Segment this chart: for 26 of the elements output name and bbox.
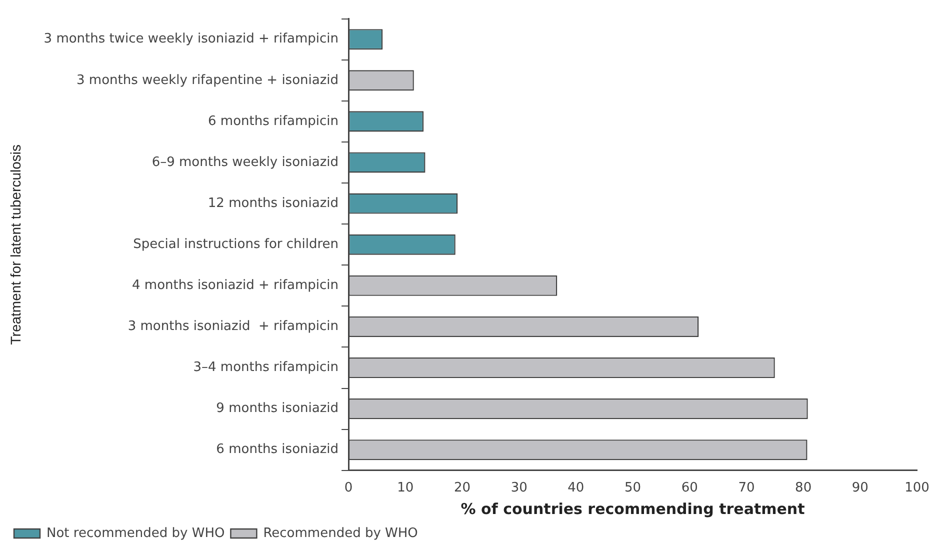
y-tick-label: 12 months isoniazid	[208, 196, 339, 211]
x-tick-label: 40	[568, 480, 584, 496]
x-tick-label: 100	[904, 480, 930, 496]
x-tick-label: 10	[397, 480, 414, 496]
x-tick-label: 50	[624, 480, 642, 496]
y-tick-label: 6 months isoniazid	[216, 442, 339, 458]
x-tick-label: 30	[510, 480, 528, 496]
x-axis-title: % of countries recommending treatment	[460, 500, 805, 518]
x-tick-label: 80	[795, 480, 812, 496]
x-tick-label: 90	[852, 480, 868, 496]
y-tick-label: Special instructions for children	[133, 236, 339, 252]
y-tick-label: 3 months isoniazid + rifampicin	[128, 319, 339, 334]
legend-label: Recommended by WHO	[263, 526, 418, 541]
x-tick-label: 70	[738, 480, 755, 496]
y-tick-label: 9 months isoniazid	[216, 401, 339, 416]
y-tick-label: 3–4 months rifampicin	[193, 360, 339, 376]
y-tick-label: 4 months isoniazid + rifampicin	[132, 278, 339, 294]
y-axis-title: Treatment for latent tuberculosis	[7, 144, 24, 345]
y-tick-label: 6–9 months weekly isoniazid	[152, 154, 339, 170]
legend-label: Not recommended by WHO	[46, 526, 225, 541]
x-tick-label: 20	[454, 480, 471, 496]
x-tick-label: 0	[344, 480, 353, 496]
y-tick-label: 6 months rifampicin	[208, 114, 339, 129]
y-tick-label: 3 months twice weekly isoniazid + rifampicin	[44, 32, 339, 47]
x-tick-label: 60	[681, 480, 698, 496]
y-tick-label: 3 months weekly rifapentine + isoniazid	[76, 72, 339, 88]
